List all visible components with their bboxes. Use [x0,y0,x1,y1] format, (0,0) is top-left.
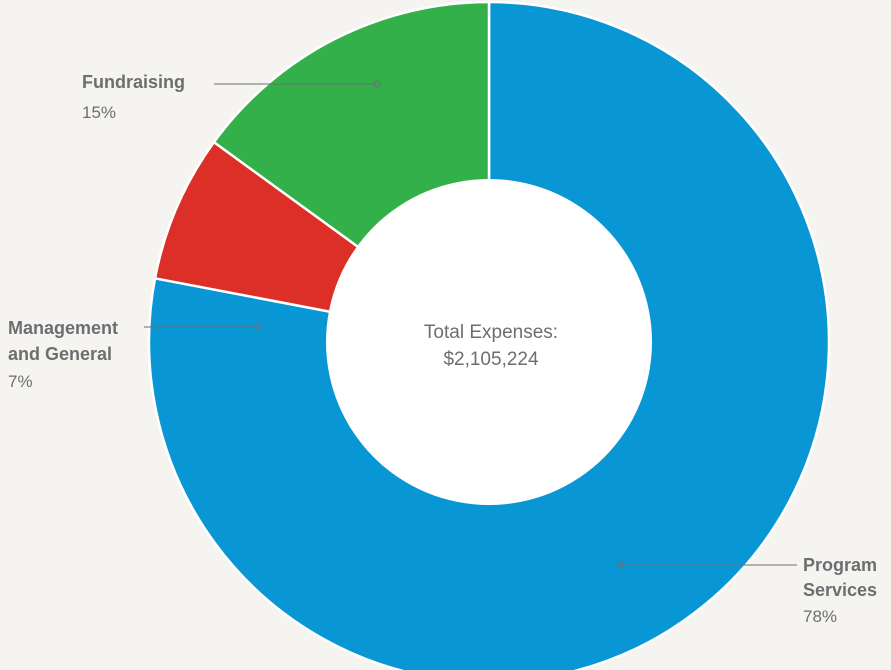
slice-label-program-services: Program Services [803,555,882,600]
slice-label-management-general: Management and General [8,318,123,364]
slice-value-program-services: 78% [803,607,837,626]
slice-label-fundraising: Fundraising [82,72,185,92]
donut-hole [326,179,652,505]
slice-name-management-general-line1: Management [8,318,118,338]
slice-name-program-services-line2: Services [803,580,877,600]
leader-marker-management-general [254,323,262,331]
leaders-layer [144,80,797,569]
slice-value-management-general: 7% [8,372,33,391]
leader-marker-program-services [616,561,624,569]
center-label-line1: Total Expenses: [424,322,558,343]
slice-name-management-general-line2: and General [8,344,112,364]
center-label-line2: $2,105,224 [443,349,539,370]
slice-value-fundraising: 15% [82,103,116,122]
leader-marker-fundraising [373,80,381,88]
slice-name-program-services-line1: Program [803,555,877,575]
